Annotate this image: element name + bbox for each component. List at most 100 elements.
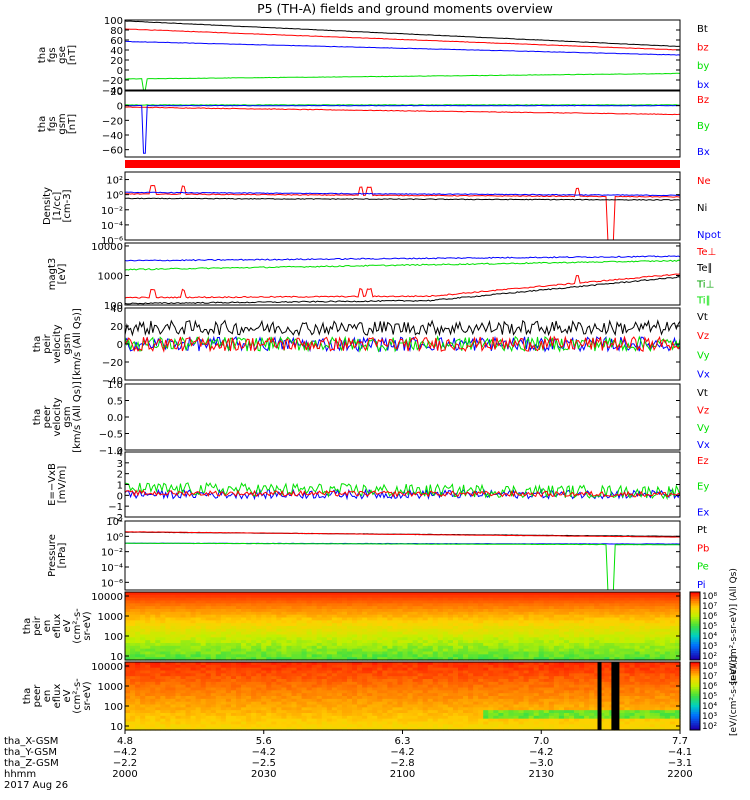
heatmap-cell — [215, 651, 222, 655]
heatmap-cell — [382, 645, 388, 650]
heatmap-cell — [367, 648, 373, 653]
heatmap-cell — [533, 628, 540, 633]
heatmap-cell — [629, 600, 636, 604]
heatmap-cell — [392, 606, 399, 610]
heatmap-cell — [140, 704, 146, 708]
heatmap-cell — [190, 637, 197, 641]
heatmap-cell — [624, 654, 631, 658]
heatmap-cell — [649, 637, 656, 641]
heatmap-cell — [256, 620, 262, 624]
heatmap-cell — [246, 696, 252, 700]
heatmap-cell — [437, 698, 444, 703]
heatmap-cell — [412, 681, 419, 686]
heatmap-cell — [311, 623, 318, 627]
heatmap-cell — [215, 640, 222, 644]
heatmap-cell — [402, 687, 409, 691]
heatmap-cell — [215, 614, 222, 619]
heatmap-cell — [357, 654, 363, 658]
heatmap-cell — [533, 707, 540, 711]
heatmap-cell — [452, 690, 459, 694]
heatmap-cell — [417, 654, 424, 658]
heatmap-cell — [286, 704, 293, 708]
heatmap-cell — [558, 594, 565, 599]
heatmap-cell — [669, 640, 676, 644]
heatmap-cell — [190, 687, 197, 691]
heatmap-cell — [402, 648, 409, 653]
heatmap-cell — [674, 637, 681, 641]
heatmap-cell — [165, 626, 172, 630]
heatmap-cell — [296, 701, 303, 706]
heatmap-cell — [140, 657, 146, 661]
heatmap-cell — [417, 628, 424, 633]
heatmap-cell — [513, 721, 520, 725]
heatmap-cell — [205, 611, 212, 616]
heatmap-cell — [175, 710, 182, 714]
heatmap-cell — [503, 609, 510, 613]
heatmap-cell — [130, 721, 136, 725]
heatmap-cell — [145, 631, 151, 636]
heatmap-cell — [362, 710, 368, 714]
heatmap-cell — [553, 670, 560, 674]
heatmap-cell — [165, 620, 172, 624]
heatmap-cell — [669, 654, 676, 658]
heatmap-cell — [352, 710, 358, 714]
heatmap-cell — [513, 676, 520, 680]
heatmap-cell — [296, 645, 303, 650]
heatmap-cell — [372, 684, 378, 689]
heatmap-cell — [331, 654, 338, 658]
y-tick-label: −40 — [102, 86, 123, 97]
heatmap-cell — [130, 681, 136, 686]
heatmap-cell — [392, 673, 399, 677]
heatmap-cell — [392, 620, 399, 624]
heatmap-cell — [261, 654, 267, 658]
heatmap-cell — [367, 684, 373, 689]
heatmap-cell — [447, 611, 454, 616]
heatmap-cell — [412, 662, 419, 666]
heatmap-cell — [473, 664, 479, 669]
heatmap-cell — [528, 727, 535, 731]
heatmap-cell — [160, 707, 166, 711]
heatmap-cell — [427, 698, 434, 703]
heatmap-cell — [291, 696, 298, 700]
heatmap-cell — [553, 710, 560, 714]
heatmap-cell — [150, 710, 156, 714]
heatmap-cell — [220, 676, 227, 680]
heatmap-cell — [574, 597, 580, 602]
heatmap-cell — [594, 654, 600, 658]
heatmap-cell — [372, 679, 378, 683]
heatmap-cell — [296, 603, 303, 607]
heatmap-cell — [528, 600, 535, 604]
heatmap-cell — [130, 648, 136, 653]
heatmap-cell — [352, 631, 358, 636]
heatmap-cell — [326, 681, 333, 686]
heatmap-cell — [629, 594, 636, 599]
heatmap-cell — [543, 710, 550, 714]
heatmap-cell — [463, 623, 469, 627]
heatmap-cell — [412, 614, 419, 619]
heatmap-cell — [468, 662, 474, 666]
heatmap-cell — [180, 651, 187, 655]
heatmap-cell — [256, 637, 262, 641]
heatmap-cell — [210, 634, 217, 638]
heatmap-cell — [674, 631, 681, 636]
heatmap-cell — [634, 592, 641, 596]
heatmap-cell — [442, 631, 449, 636]
heatmap-cell — [341, 713, 348, 717]
heatmap-cell — [357, 614, 363, 619]
heatmap-cell — [236, 637, 242, 641]
heatmap-cell — [185, 704, 192, 708]
heatmap-cell — [432, 698, 439, 703]
heatmap-cell — [538, 634, 545, 638]
heatmap-cell — [447, 657, 454, 661]
heatmap-cell — [135, 597, 141, 602]
heatmap-cell — [175, 651, 182, 655]
heatmap-cell — [452, 643, 459, 647]
heatmap-cell — [357, 603, 363, 607]
heatmap-cell — [160, 654, 166, 658]
heatmap-cell — [215, 611, 222, 616]
heatmap-cell — [543, 648, 550, 653]
heatmap-cell — [498, 701, 505, 706]
heatmap-cell — [629, 643, 636, 647]
heatmap-cell — [291, 681, 298, 686]
heatmap-cell — [543, 634, 550, 638]
